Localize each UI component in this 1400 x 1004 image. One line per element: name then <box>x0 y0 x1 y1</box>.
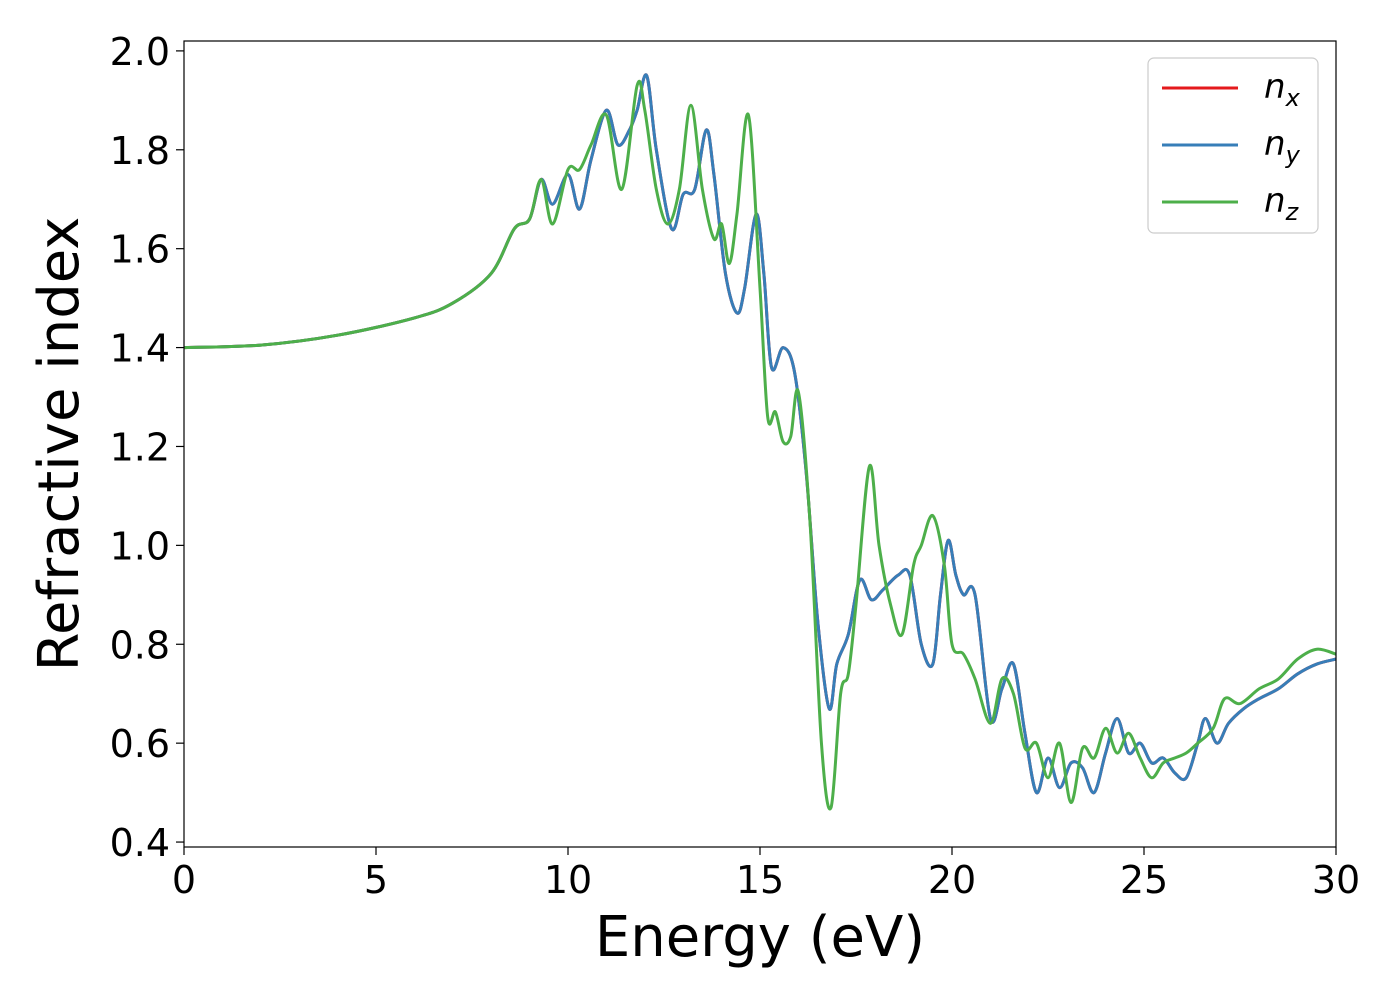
legend-label-y: ny <box>1264 124 1301 169</box>
x-tick-label: 20 <box>928 858 976 902</box>
y-tick-label: 0.8 <box>110 623 170 667</box>
y-axis-ticks: 0.4 0.6 0.8 1.0 1.2 1.4 1.6 1.8 2.0 <box>110 30 184 865</box>
legend: nx ny nz <box>1147 57 1319 234</box>
x-axis-ticks: 0 5 10 15 20 25 30 <box>172 847 1360 902</box>
y-tick-label: 1.0 <box>110 524 170 568</box>
series-line-y <box>184 73 1336 795</box>
x-tick-label: 30 <box>1312 858 1360 902</box>
x-axis-title: Energy (eV) <box>595 905 925 970</box>
series-line-z <box>184 79 1336 811</box>
x-tick-label: 10 <box>544 858 592 902</box>
y-tick-label: 1.2 <box>110 425 170 469</box>
y-tick-label: 1.6 <box>110 228 170 272</box>
legend-label-x: nx <box>1264 67 1301 112</box>
y-tick-label: 1.8 <box>110 129 170 173</box>
x-tick-label: 0 <box>172 858 196 902</box>
x-tick-label: 25 <box>1120 858 1168 902</box>
x-tick-label: 5 <box>364 858 388 902</box>
y-axis-title: Refractive index <box>27 217 92 672</box>
x-tick-label: 15 <box>736 858 784 902</box>
y-tick-label: 1.4 <box>110 327 170 371</box>
legend-label-z: nz <box>1264 181 1300 226</box>
y-tick-label: 0.4 <box>110 821 170 865</box>
y-tick-label: 0.6 <box>110 722 170 766</box>
y-tick-label: 2.0 <box>110 30 170 74</box>
series-layer <box>184 73 1336 811</box>
